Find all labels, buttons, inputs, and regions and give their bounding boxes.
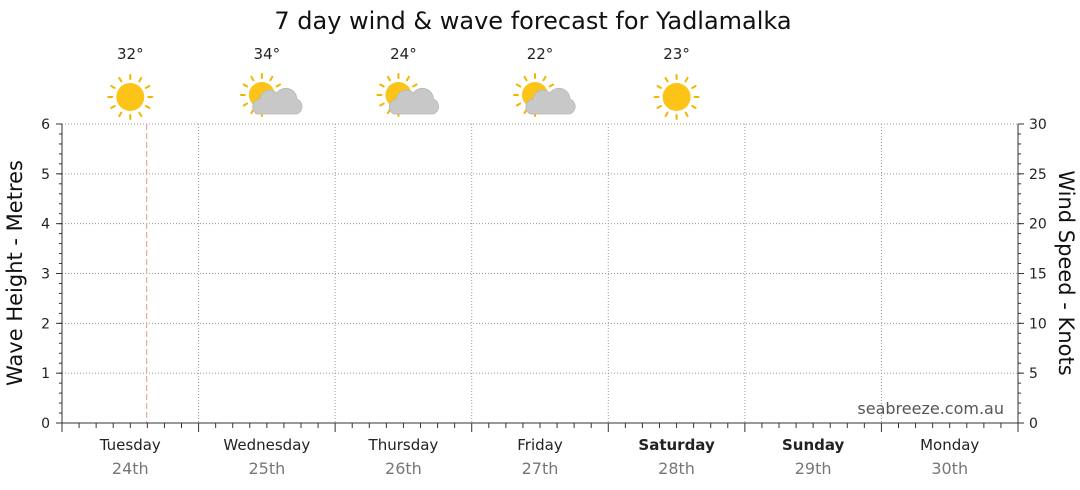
sun-ray bbox=[515, 83, 522, 88]
sun-ray bbox=[386, 75, 391, 82]
right-tick-label: 15 bbox=[1029, 267, 1047, 283]
sun-cloud-icon bbox=[376, 73, 439, 117]
sun-ray bbox=[656, 85, 662, 89]
cloud-shape bbox=[525, 87, 576, 115]
sun-ray bbox=[656, 105, 662, 109]
day-label: Monday bbox=[920, 436, 979, 454]
sun-ray bbox=[110, 85, 116, 89]
sun-ray bbox=[691, 85, 697, 89]
date-label: 26th bbox=[385, 459, 422, 478]
left-tick-label: 5 bbox=[41, 167, 50, 183]
temperature-label: 32° bbox=[117, 45, 144, 63]
temperature-label: 34° bbox=[254, 45, 281, 63]
axis-labels: 0 1 2 3 4 5 6 0 5 10 15 20 25 30 Tuesday 24th 32° Wednesd… bbox=[41, 45, 1047, 478]
day-label: Tuesday bbox=[99, 436, 161, 454]
grid-lines bbox=[62, 123, 1018, 423]
sun-ray bbox=[412, 83, 418, 88]
sun-ray bbox=[548, 83, 555, 88]
sun-ray bbox=[515, 102, 522, 107]
date-label: 25th bbox=[248, 459, 285, 478]
cloud-shape bbox=[388, 87, 439, 115]
weather-icons bbox=[107, 73, 700, 120]
sun-ray bbox=[242, 83, 249, 88]
left-tick-label: 4 bbox=[41, 217, 50, 233]
sun-ray bbox=[664, 111, 669, 118]
date-label: 24th bbox=[112, 459, 149, 478]
sun-ray bbox=[379, 102, 385, 107]
sun-ray bbox=[684, 76, 689, 83]
sun-icon bbox=[653, 74, 700, 120]
watermark: seabreeze.com.au bbox=[857, 399, 1004, 418]
sun-ray bbox=[118, 76, 123, 83]
right-axis-title: Wind Speed - Knots bbox=[1054, 170, 1078, 375]
left-tick-label: 0 bbox=[41, 416, 50, 432]
sun-ray bbox=[269, 75, 274, 82]
sun-ray bbox=[664, 76, 669, 83]
right-tick-label: 25 bbox=[1029, 167, 1047, 183]
right-tick-label: 0 bbox=[1029, 416, 1038, 432]
sun-ray bbox=[691, 105, 697, 109]
date-label: 29th bbox=[795, 459, 832, 478]
sun-disc bbox=[662, 83, 691, 111]
temperature-label: 24° bbox=[390, 45, 417, 63]
date-label: 28th bbox=[658, 459, 695, 478]
right-tick-label: 5 bbox=[1029, 366, 1038, 382]
axes bbox=[56, 123, 1024, 432]
sun-icon bbox=[107, 74, 154, 120]
sun-ray bbox=[275, 83, 282, 88]
sun-ray bbox=[242, 102, 249, 107]
temperature-label: 22° bbox=[527, 45, 554, 63]
sun-cloud-icon bbox=[513, 73, 576, 117]
sun-ray bbox=[405, 75, 410, 82]
left-tick-label: 3 bbox=[41, 267, 50, 283]
sun-ray bbox=[250, 75, 255, 82]
date-label: 27th bbox=[522, 459, 559, 478]
left-axis-title: Wave Height - Metres bbox=[3, 160, 27, 386]
sun-cloud-icon bbox=[239, 73, 303, 117]
sun-disc bbox=[116, 83, 145, 111]
day-label: Thursday bbox=[368, 436, 439, 454]
sun-ray bbox=[542, 75, 547, 82]
sun-ray bbox=[144, 85, 151, 89]
sun-ray bbox=[523, 75, 528, 82]
sun-ray bbox=[110, 105, 116, 109]
day-label: Sunday bbox=[782, 436, 845, 454]
date-label: 30th bbox=[931, 459, 968, 478]
sun-ray bbox=[118, 111, 123, 118]
temperature-label: 23° bbox=[663, 45, 690, 63]
left-tick-label: 1 bbox=[41, 366, 50, 382]
chart-title: 7 day wind & wave forecast for Yadlamalk… bbox=[274, 7, 791, 35]
right-tick-label: 30 bbox=[1029, 117, 1047, 133]
left-tick-label: 6 bbox=[41, 117, 50, 133]
day-label: Wednesday bbox=[223, 436, 310, 454]
day-label: Friday bbox=[517, 436, 563, 454]
sun-ray bbox=[138, 111, 143, 118]
sun-ray bbox=[144, 105, 151, 109]
sun-ray bbox=[138, 76, 143, 83]
cloud-shape bbox=[252, 87, 303, 115]
sun-ray bbox=[379, 83, 385, 88]
left-tick-label: 2 bbox=[41, 316, 50, 332]
right-tick-label: 20 bbox=[1029, 217, 1047, 233]
sun-ray bbox=[684, 111, 689, 118]
right-tick-label: 10 bbox=[1029, 316, 1047, 332]
day-label: Saturday bbox=[638, 436, 715, 454]
